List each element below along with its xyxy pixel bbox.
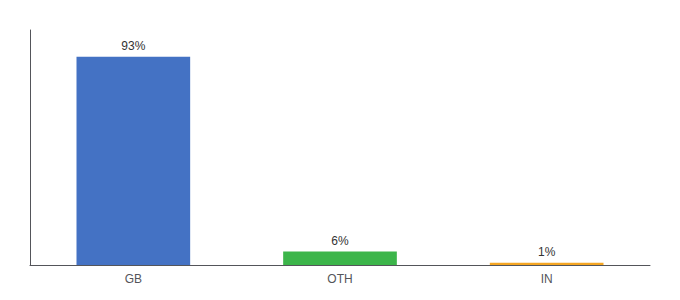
- svg-text:1%: 1%: [538, 245, 556, 259]
- svg-text:6%: 6%: [331, 234, 349, 248]
- svg-text:OTH: OTH: [327, 272, 352, 286]
- svg-text:IN: IN: [541, 272, 553, 286]
- svg-text:GB: GB: [125, 272, 142, 286]
- svg-text:93%: 93%: [121, 39, 145, 53]
